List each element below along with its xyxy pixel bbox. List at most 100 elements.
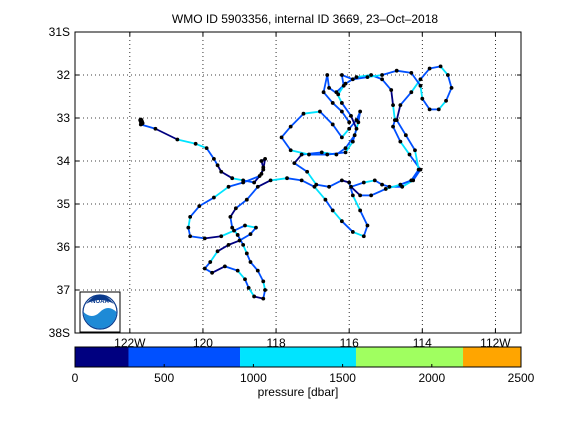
track-segment: [392, 104, 396, 121]
position-marker: [398, 182, 403, 187]
position-marker: [394, 68, 399, 73]
position-marker: [318, 109, 322, 114]
position-marker: [212, 195, 216, 200]
position-marker: [215, 249, 220, 254]
track-segment: [211, 265, 226, 274]
y-tick-label: 35: [57, 197, 71, 211]
position-marker: [243, 223, 247, 228]
position-marker: [243, 277, 247, 282]
track-segment: [352, 195, 361, 211]
track-segment: [447, 74, 453, 89]
position-marker: [268, 178, 273, 183]
position-marker: [409, 178, 414, 183]
position-marker: [349, 113, 353, 118]
track-segment: [257, 179, 271, 188]
position-marker: [427, 107, 432, 112]
position-marker: [193, 141, 198, 146]
track-segment: [246, 186, 259, 201]
track-segment: [217, 244, 229, 253]
position-marker: [350, 230, 355, 234]
track-segment: [235, 198, 248, 210]
position-marker: [330, 122, 335, 127]
position-marker: [208, 260, 213, 264]
track-segment: [410, 78, 422, 93]
position-marker: [301, 111, 306, 116]
track-segment: [419, 85, 424, 99]
track-segment: [306, 171, 318, 186]
track-segment: [220, 229, 235, 238]
position-marker: [202, 266, 207, 271]
position-marker: [235, 233, 240, 237]
position-marker: [261, 296, 266, 301]
position-marker: [350, 77, 355, 82]
position-marker: [449, 86, 454, 90]
position-marker: [358, 109, 363, 114]
track-segment: [370, 188, 387, 197]
track-segment: [301, 179, 315, 188]
position-marker: [235, 268, 240, 273]
position-marker: [361, 180, 366, 185]
position-marker: [139, 120, 145, 126]
position-marker: [354, 75, 359, 80]
position-marker: [215, 163, 220, 168]
position-marker: [438, 64, 443, 69]
track-segment: [400, 179, 412, 186]
position-marker: [350, 193, 355, 198]
position-marker: [263, 288, 267, 292]
y-tick-label: 36: [57, 240, 71, 254]
position-marker: [175, 137, 180, 142]
position-marker: [339, 135, 344, 140]
track-segment: [228, 181, 244, 188]
track-segment: [177, 138, 196, 145]
track-segment: [352, 76, 368, 81]
y-tick-label: 37: [57, 283, 71, 297]
position-marker: [323, 197, 328, 202]
position-marker: [391, 103, 395, 107]
position-marker: [365, 223, 370, 228]
track-segment: [332, 102, 343, 113]
colorbar-frame: [74, 346, 522, 368]
position-marker: [380, 77, 384, 82]
position-marker: [219, 234, 224, 239]
position-marker: [334, 152, 339, 157]
position-marker: [339, 219, 344, 224]
position-marker: [288, 124, 293, 129]
position-marker: [361, 234, 366, 239]
position-marker: [444, 98, 448, 103]
colorbar-ticks: 0 500 1000 1500 2000 2500: [72, 364, 535, 385]
y-tick-label: 32: [57, 68, 71, 82]
colorbar-band: [355, 347, 464, 367]
track-segment: [396, 69, 412, 74]
svg-text:NOAA: NOAA: [91, 299, 109, 305]
track-segment: [270, 177, 288, 182]
position-marker: [204, 146, 209, 151]
position-marker: [418, 77, 423, 82]
track-segment: [405, 134, 416, 151]
position-marker: [409, 90, 414, 95]
track-segment: [410, 72, 422, 87]
track-segment: [213, 186, 230, 199]
track-segment: [419, 67, 431, 80]
track-segment: [242, 175, 260, 184]
noaa-logo: NOAA: [79, 291, 121, 333]
position-marker: [372, 178, 377, 183]
position-marker: [254, 225, 258, 230]
track-segment: [445, 87, 453, 102]
position-marker: [327, 86, 331, 90]
track-segment: [290, 149, 310, 156]
position-marker: [383, 187, 388, 191]
position-marker: [188, 215, 193, 219]
track-segment: [341, 220, 354, 233]
track-segment: [350, 181, 365, 188]
position-marker: [257, 174, 262, 178]
float-track: [139, 65, 453, 300]
colorbar-band: [240, 347, 356, 367]
y-tick-label: 38S: [49, 326, 70, 340]
track-segment: [313, 186, 327, 201]
position-marker: [222, 264, 227, 269]
float-positions: [138, 64, 454, 301]
position-marker: [226, 242, 231, 247]
position-marker: [186, 225, 191, 230]
position-marker: [314, 182, 319, 187]
